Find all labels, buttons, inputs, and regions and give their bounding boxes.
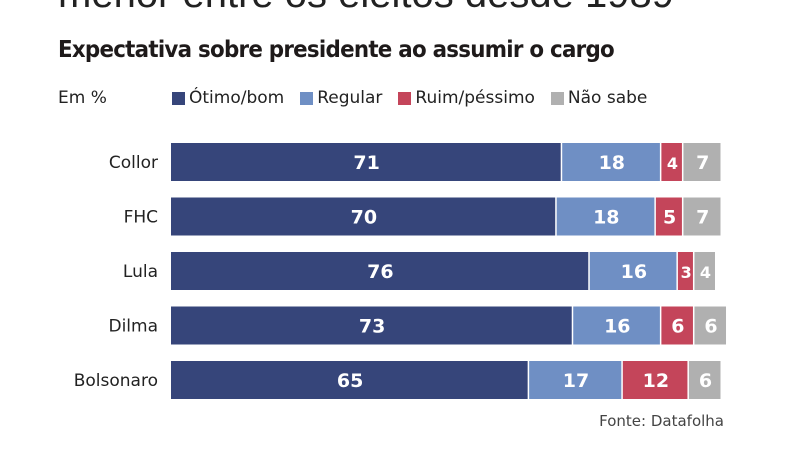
data-label: 17 (563, 370, 589, 392)
bar-segment (683, 197, 721, 236)
category-label: Lula (123, 262, 158, 282)
data-label: 7 (696, 152, 709, 174)
legend-swatch (300, 91, 314, 105)
data-label: 71 (353, 152, 379, 174)
data-label: 76 (367, 261, 393, 283)
data-label: 18 (593, 207, 619, 229)
data-label: 16 (604, 316, 630, 338)
data-label: 7 (696, 207, 709, 229)
bar-segment (661, 306, 693, 345)
legend-label: Regular (317, 88, 383, 108)
legend-item: Regular (300, 88, 382, 108)
bar-segment (171, 361, 528, 399)
bar-segment (694, 306, 727, 345)
legend-item: Ótimo/bom (172, 88, 284, 108)
legend-label: Não sabe (567, 88, 648, 108)
bar-segment (562, 143, 660, 181)
data-label: 73 (359, 316, 385, 338)
bar-segment (622, 361, 688, 399)
legend-item: Não sabe (550, 88, 648, 108)
category-label: Dilma (108, 317, 158, 337)
bar-segment (694, 252, 715, 290)
data-label: 12 (643, 370, 669, 392)
bar-segment (171, 143, 561, 181)
data-label: 18 (599, 152, 625, 174)
headline: menor entre os eleitos desde 1989 (58, 0, 674, 17)
category-label: Bolsonaro (74, 371, 158, 391)
data-label: 16 (621, 261, 647, 283)
data-label: 4 (667, 154, 678, 173)
data-label: 6 (704, 316, 717, 338)
data-label: 4 (700, 263, 711, 282)
legend: Ótimo/bom Regular Ruim/péssimo Não sabe (172, 88, 647, 108)
bar-segment (655, 197, 682, 236)
bar-segment (589, 252, 677, 290)
source-note: Fonte: Datafolha (599, 412, 724, 430)
bar-segment (677, 252, 693, 290)
chart-title: Expectativa sobre presidente ao assumir … (58, 37, 615, 63)
data-label: 5 (663, 207, 676, 229)
bar-segment (688, 361, 721, 399)
category-label: Collor (109, 153, 158, 173)
legend-swatch (172, 91, 185, 105)
legend-item: Ruim/péssimo (398, 88, 535, 108)
unit-label: Em % (58, 88, 107, 108)
data-label: 6 (699, 370, 712, 392)
category-label: FHC (124, 208, 158, 228)
data-label: 6 (671, 316, 684, 338)
bar-segment (171, 197, 556, 236)
data-label: 3 (681, 263, 692, 282)
data-label: 70 (351, 207, 377, 229)
bar-segment (683, 143, 721, 181)
bar-segment (556, 197, 655, 236)
legend-label: Ruim/péssimo (415, 88, 535, 108)
bar-segment (573, 306, 660, 345)
bar-segment (661, 143, 682, 181)
legend-label: Ótimo/bom (189, 88, 285, 108)
bar-segment (529, 361, 622, 399)
legend-swatch (550, 91, 564, 105)
data-label: 65 (337, 370, 363, 392)
bar-segment (171, 306, 572, 345)
legend-swatch (398, 91, 412, 105)
bar-segment (171, 252, 589, 290)
